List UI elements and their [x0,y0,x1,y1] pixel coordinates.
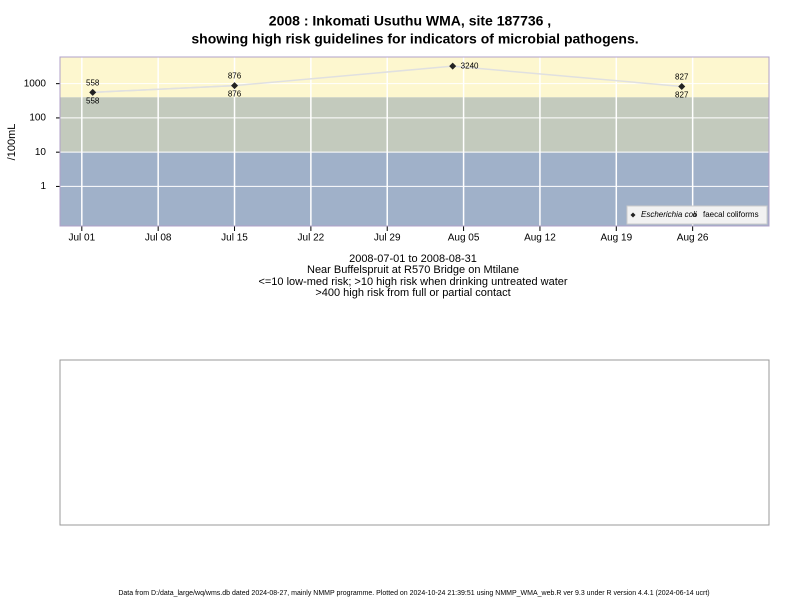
x-caption: >400 high risk from full or partial cont… [315,287,510,299]
y-tick-label: 10 [35,147,47,158]
y-tick-label: 1 [40,181,46,192]
point [231,82,239,90]
y-tick-label: 100 [29,113,46,124]
chart-title: 2008 : Inkomati Usuthu WMA, site 187736 … [269,13,551,29]
point [90,90,95,95]
x-tick-label: Aug 19 [600,233,632,244]
series-line [92,65,682,94]
x-tick-label: Aug 26 [677,233,709,244]
x-tick-label: Jul 29 [374,233,401,244]
data-label: 827 [675,73,689,82]
y-axis-label: /100mL [6,124,18,161]
x-tick-label: Aug 12 [524,233,556,244]
footer: Data from D:/data_large/wq/wms.db dated … [118,590,709,597]
point [678,82,686,90]
x-tick-label: Jul 08 [145,233,172,244]
legend-symbol [693,213,697,217]
x-tick-label: Jul 01 [68,233,95,244]
data-label: 827 [675,91,689,100]
point [89,88,97,96]
data-label: 876 [228,90,242,99]
data-label: 558 [86,96,100,105]
y-tick-label: 1000 [24,78,47,89]
point [679,84,684,89]
data-label: 558 [86,78,100,87]
empty-panel [59,359,770,526]
x-caption: Near Buffelspruit at R570 Bridge on Mtil… [307,264,519,276]
x-caption: <=10 low-med risk; >10 high risk when dr… [258,276,567,288]
risk-band [60,57,769,98]
x-tick-label: Jul 22 [298,233,325,244]
x-tick-label: Jul 15 [221,233,248,244]
chart-subtitle: showing high risk guidelines for indicat… [191,31,638,47]
legend-symbol [630,212,636,218]
legend-label: Escherichia coli [641,210,697,219]
data-label: 3240 [461,61,479,70]
risk-band [60,97,769,153]
x-tick-label: Aug 05 [448,233,480,244]
plot-frame [59,56,770,227]
x-caption: 2008-07-01 to 2008-08-31 [349,253,477,265]
point [449,62,457,70]
point [232,83,237,88]
data-label: 876 [228,72,242,81]
legend-label: faecal coliforms [703,210,759,219]
